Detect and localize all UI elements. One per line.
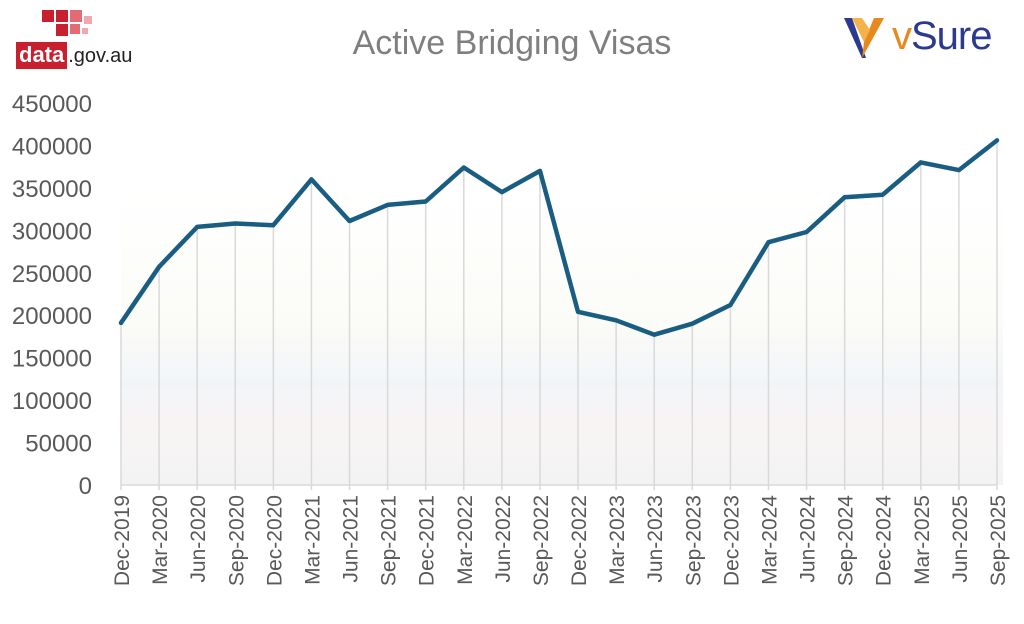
x-tick-label: Dec-2022 — [568, 495, 591, 586]
data-point-Dec-2021 — [423, 199, 428, 204]
active-bridging-visas-line — [118, 138, 1000, 337]
vsure-wordmark: vSure — [892, 14, 992, 59]
data-point-Dec-2020 — [271, 223, 276, 228]
data-point-Mar-2024 — [766, 240, 771, 245]
data-point-Dec-2022 — [576, 309, 581, 314]
x-tick-label: Dec-2020 — [263, 495, 286, 586]
data-gov-au-squares-icon — [42, 10, 92, 36]
y-tick-label: 300000 — [12, 218, 92, 245]
vertical-gridlines — [120, 140, 998, 490]
data-point-Jun-2022 — [499, 190, 504, 195]
vsure-logo: vSure — [840, 10, 1020, 66]
plot-background — [121, 194, 1003, 485]
data-point-Sep-2023 — [690, 321, 695, 326]
data-point-Mar-2020 — [157, 264, 162, 269]
data-point-Sep-2024 — [842, 195, 847, 200]
y-tick-label: 100000 — [12, 388, 92, 415]
data-point-Jun-2020 — [195, 224, 200, 229]
data-point-Mar-2023 — [614, 318, 619, 323]
data-point-Mar-2025 — [918, 160, 923, 165]
x-tick-label: Jun-2022 — [492, 495, 515, 583]
data-point-Jun-2025 — [956, 168, 961, 173]
y-tick-label: 250000 — [12, 261, 92, 288]
data-point-Sep-2025 — [995, 138, 999, 143]
vsure-wordmark-v: v — [892, 14, 912, 58]
x-tick-label: Mar-2020 — [149, 495, 172, 585]
y-axis-tick-labels: 0 50000 100000 150000 200000 250000 300000 3500… — [12, 91, 92, 500]
data-point-Jun-2023 — [652, 332, 657, 337]
x-tick-label: Jun-2021 — [340, 495, 363, 583]
x-tick-label: Jun-2020 — [187, 495, 210, 583]
x-tick-label: Dec-2021 — [416, 495, 439, 586]
data-point-Dec-2019 — [119, 320, 123, 325]
data-point-Mar-2022 — [461, 165, 466, 170]
chart-title: Active Bridging Visas — [353, 24, 672, 62]
data-point-Mar-2021 — [309, 177, 314, 182]
y-tick-label: 150000 — [12, 346, 92, 373]
x-tick-label: Jun-2024 — [797, 495, 820, 583]
x-tick-label: Mar-2022 — [454, 495, 477, 585]
data-point-Jun-2021 — [347, 218, 352, 223]
y-tick-label: 450000 — [12, 91, 92, 118]
x-tick-label: Sep-2022 — [530, 495, 553, 586]
x-tick-label: Sep-2024 — [835, 495, 858, 586]
x-tick-label: Sep-2025 — [987, 495, 1010, 586]
x-tick-label: Jun-2023 — [644, 495, 667, 583]
x-tick-label: Dec-2024 — [873, 495, 896, 586]
data-gov-au-logo: data .gov.au — [14, 6, 144, 70]
x-tick-label: Mar-2025 — [911, 495, 934, 585]
x-tick-label: Dec-2019 — [111, 495, 134, 586]
data-point-Sep-2022 — [537, 168, 542, 173]
plot-area-shading — [121, 194, 1003, 485]
gov-au-wordmark: .gov.au — [68, 45, 133, 67]
y-tick-label: 50000 — [25, 431, 92, 458]
x-tick-label: Mar-2023 — [606, 495, 629, 585]
y-tick-label: 400000 — [12, 133, 92, 160]
x-tick-label: Sep-2020 — [225, 495, 248, 586]
data-point-Dec-2023 — [728, 303, 733, 308]
x-tick-label: Mar-2021 — [301, 495, 324, 585]
x-axis-tick-labels: Dec-2019 Mar-2020 Jun-2020 Sep-2020 Dec-2020… — [111, 495, 1010, 586]
x-tick-label: Mar-2024 — [758, 495, 781, 585]
data-gov-au-wordmark: data .gov.au — [16, 42, 133, 69]
data-point-Dec-2024 — [880, 192, 885, 197]
x-tick-label: Jun-2025 — [949, 495, 972, 583]
vsure-v-icon — [844, 18, 884, 58]
y-tick-label: 0 — [79, 473, 92, 500]
data-wordmark: data — [16, 42, 68, 69]
x-tick-label: Dec-2023 — [720, 495, 743, 586]
data-point-Sep-2020 — [233, 221, 238, 226]
series-line — [118, 138, 1000, 337]
y-tick-label: 350000 — [12, 176, 92, 203]
data-point-Jun-2024 — [804, 230, 809, 235]
x-tick-label: Sep-2023 — [682, 495, 705, 586]
vsure-wordmark-sure: Sure — [911, 14, 992, 58]
y-tick-label: 200000 — [12, 303, 92, 330]
data-point-Sep-2021 — [385, 202, 390, 207]
x-tick-label: Sep-2021 — [378, 495, 401, 586]
